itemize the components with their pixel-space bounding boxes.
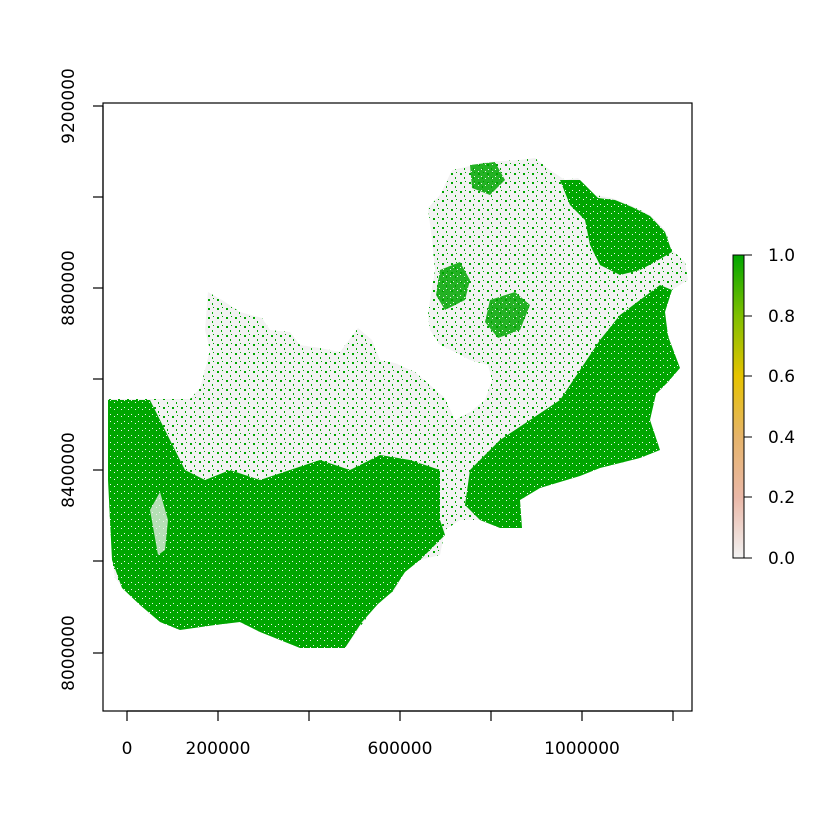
west-clearing: [150, 492, 168, 555]
legend-label: 0.8: [768, 307, 795, 327]
y-tick-label: 8400000: [59, 432, 79, 508]
x-tick-label: 1000000: [544, 739, 620, 759]
legend: 0.0 0.2 0.4 0.6 0.8 1.0: [732, 246, 795, 569]
forest-north-patches: [436, 162, 530, 338]
x-axis: [126, 710, 674, 721]
x-tick-labels: 0 200000 600000 1000000: [122, 739, 620, 759]
y-tick-label: 9200000: [59, 68, 79, 144]
x-tick-label: 600000: [368, 739, 433, 759]
legend-label: 1.0: [768, 246, 795, 266]
y-tick-label: 8800000: [59, 250, 79, 326]
x-tick-label: 200000: [186, 739, 251, 759]
y-axis: [93, 105, 104, 654]
y-tick-labels: 8000000 8400000 8800000 9200000: [59, 68, 79, 691]
legend-label: 0.6: [768, 367, 795, 387]
forest-southwest: [108, 400, 445, 648]
forest-northeast: [560, 180, 672, 275]
x-tick-label: 0: [122, 739, 133, 759]
legend-label: 0.2: [768, 488, 795, 508]
y-tick-label: 8000000: [59, 615, 79, 691]
legend-label: 0.4: [768, 428, 795, 448]
country-raster: [108, 158, 688, 648]
legend-colorbar: [732, 254, 745, 559]
forest-east-belt: [465, 285, 680, 528]
legend-label: 0.0: [768, 549, 795, 569]
